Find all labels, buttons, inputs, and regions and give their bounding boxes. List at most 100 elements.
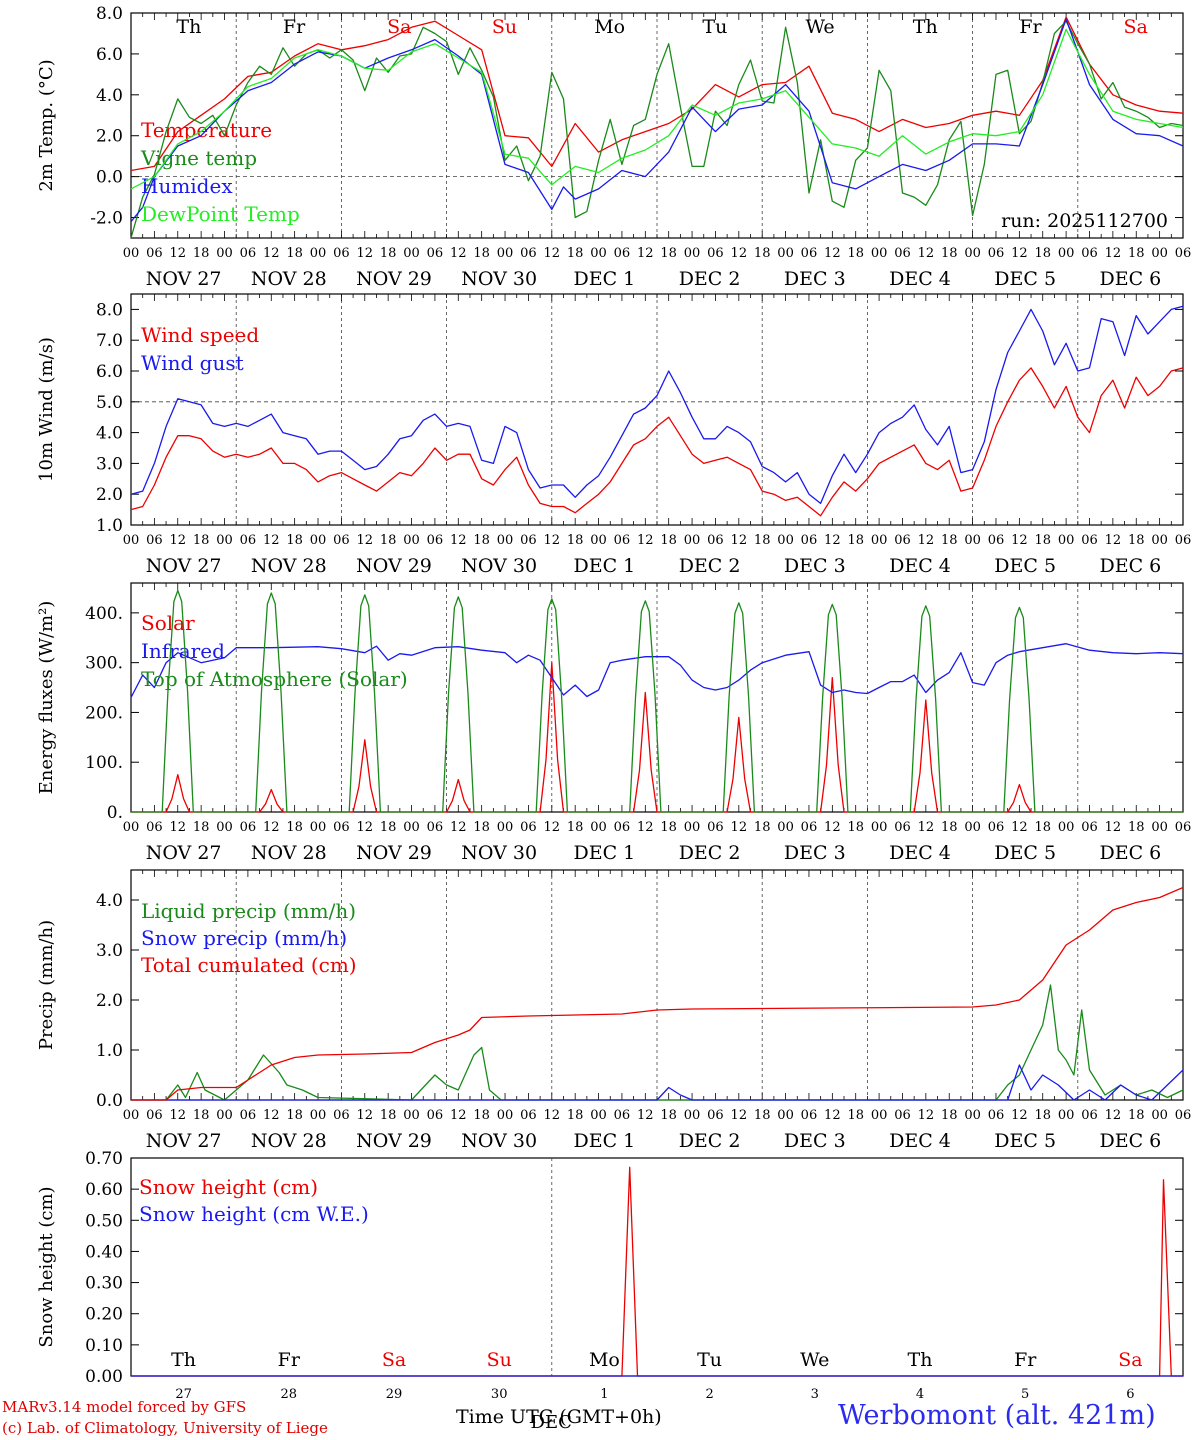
- day-number-label: 28: [281, 1387, 298, 1402]
- date-label: DEC 5: [994, 842, 1056, 864]
- hour-tick-label: 12: [1105, 1108, 1122, 1123]
- series-line-snow-precip-mm-h: [131, 1064, 1184, 1101]
- y-tick-label: 7.0: [96, 331, 123, 351]
- y-tick-label: 0.70: [85, 1149, 123, 1169]
- hour-tick-label: 00: [1151, 246, 1168, 261]
- hour-tick-label: 06: [894, 246, 911, 261]
- hour-tick-label: 00: [777, 246, 794, 261]
- hour-tick-label: 06: [1081, 820, 1098, 835]
- hour-tick-label: 12: [263, 1108, 280, 1123]
- weekday-label: Fr: [1014, 1349, 1037, 1371]
- hour-tick-label: 18: [754, 820, 771, 835]
- hour-tick-label: 06: [801, 820, 818, 835]
- day-number-label: 3: [811, 1387, 819, 1402]
- hour-tick-label: 12: [637, 1108, 654, 1123]
- hour-tick-label: 00: [1058, 1108, 1075, 1123]
- hour-tick-label: 00: [216, 246, 233, 261]
- y-tick-label: 300.: [85, 654, 123, 674]
- date-label: DEC 3: [784, 842, 846, 864]
- hour-tick-label: 12: [544, 533, 561, 548]
- day-number-label: 27: [175, 1387, 192, 1402]
- hour-tick-label: 00: [123, 820, 140, 835]
- weekday-label: Fr: [278, 1349, 301, 1371]
- y-tick-label: -2.0: [90, 209, 123, 229]
- legend-entry: Infrared: [141, 639, 225, 663]
- hour-tick-label: 00: [403, 1108, 420, 1123]
- y-tick-label: 2.0: [96, 991, 123, 1011]
- y-tick-label: 0.: [107, 803, 123, 823]
- hour-tick-label: 00: [403, 246, 420, 261]
- hour-tick-label: 00: [590, 1108, 607, 1123]
- hour-tick-label: 06: [146, 820, 163, 835]
- date-label: DEC 4: [889, 268, 951, 290]
- date-label: NOV 28: [251, 555, 327, 577]
- hour-tick-label: 18: [286, 820, 303, 835]
- date-label: NOV 27: [146, 1130, 222, 1152]
- hour-tick-label: 06: [614, 1108, 631, 1123]
- weekday-label: Th: [908, 1349, 933, 1371]
- station-name: Werbomont (alt. 421m): [838, 1400, 1156, 1431]
- hour-tick-label: 00: [777, 1108, 794, 1123]
- hour-tick-label: 18: [847, 246, 864, 261]
- hour-tick-label: 18: [847, 820, 864, 835]
- hour-tick-label: 06: [988, 533, 1005, 548]
- hour-tick-label: 06: [1081, 246, 1098, 261]
- hour-tick-label: 18: [1128, 246, 1145, 261]
- date-label: NOV 30: [461, 268, 537, 290]
- hour-tick-label: 00: [310, 246, 327, 261]
- hour-tick-label: 18: [941, 533, 958, 548]
- lab-credit: (c) Lab. of Climatology, University of L…: [2, 1419, 328, 1437]
- hour-tick-label: 00: [216, 1108, 233, 1123]
- date-label: DEC 4: [889, 555, 951, 577]
- weekday-label: Fr: [283, 16, 306, 38]
- hour-tick-label: 06: [1175, 246, 1192, 261]
- legend-entry: Top of Atmosphere (Solar): [141, 667, 408, 691]
- weekday-label: Tu: [702, 16, 727, 38]
- hour-tick-label: 06: [707, 820, 724, 835]
- hour-tick-label: 00: [590, 820, 607, 835]
- hour-tick-label: 18: [193, 1108, 210, 1123]
- y-tick-label: 6.0: [96, 45, 123, 65]
- hour-tick-label: 06: [614, 820, 631, 835]
- hour-tick-label: 06: [427, 1108, 444, 1123]
- hour-tick-label: 12: [1105, 820, 1122, 835]
- y-tick-label: 0.60: [85, 1180, 123, 1200]
- date-label: NOV 29: [356, 268, 432, 290]
- legend-entry: Liquid precip (mm/h): [141, 899, 356, 923]
- hour-tick-label: 00: [1058, 246, 1075, 261]
- legend-entry: Total cumulated (cm): [141, 953, 357, 977]
- hour-tick-label: 12: [450, 820, 467, 835]
- y-tick-label: 3.0: [96, 454, 123, 474]
- hour-tick-label: 06: [146, 1108, 163, 1123]
- hour-tick-label: 12: [544, 820, 561, 835]
- hour-tick-label: 18: [660, 1108, 677, 1123]
- hour-tick-label: 06: [707, 533, 724, 548]
- date-label: DEC 3: [784, 555, 846, 577]
- date-label: NOV 28: [251, 268, 327, 290]
- series-line-temperature: [130, 16, 1184, 172]
- hour-tick-label: 12: [544, 246, 561, 261]
- hour-tick-label: 18: [380, 1108, 397, 1123]
- hour-tick-label: 06: [520, 820, 537, 835]
- hour-tick-label: 06: [240, 820, 257, 835]
- hour-tick-label: 06: [801, 246, 818, 261]
- hour-tick-label: 12: [263, 533, 280, 548]
- date-label: NOV 27: [146, 268, 222, 290]
- series-line-liquid-precip-mm-h: [131, 984, 1184, 1101]
- y-tick-label: 4.0: [96, 424, 123, 444]
- hour-tick-label: 12: [731, 820, 748, 835]
- hour-tick-label: 00: [310, 533, 327, 548]
- series-line-total-cumulated-cm: [131, 886, 1184, 1101]
- hour-tick-label: 00: [1151, 820, 1168, 835]
- y-axis-title: Precip (mm/h): [36, 920, 57, 1050]
- hour-tick-label: 18: [380, 820, 397, 835]
- hour-tick-label: 12: [357, 246, 374, 261]
- y-tick-label: 200.: [85, 703, 123, 723]
- hour-tick-label: 06: [520, 533, 537, 548]
- date-label: DEC 6: [1100, 842, 1162, 864]
- date-label: DEC 2: [679, 268, 741, 290]
- hour-tick-label: 06: [614, 533, 631, 548]
- hour-tick-label: 00: [590, 533, 607, 548]
- hour-tick-label: 12: [637, 246, 654, 261]
- hour-tick-label: 12: [544, 1108, 561, 1123]
